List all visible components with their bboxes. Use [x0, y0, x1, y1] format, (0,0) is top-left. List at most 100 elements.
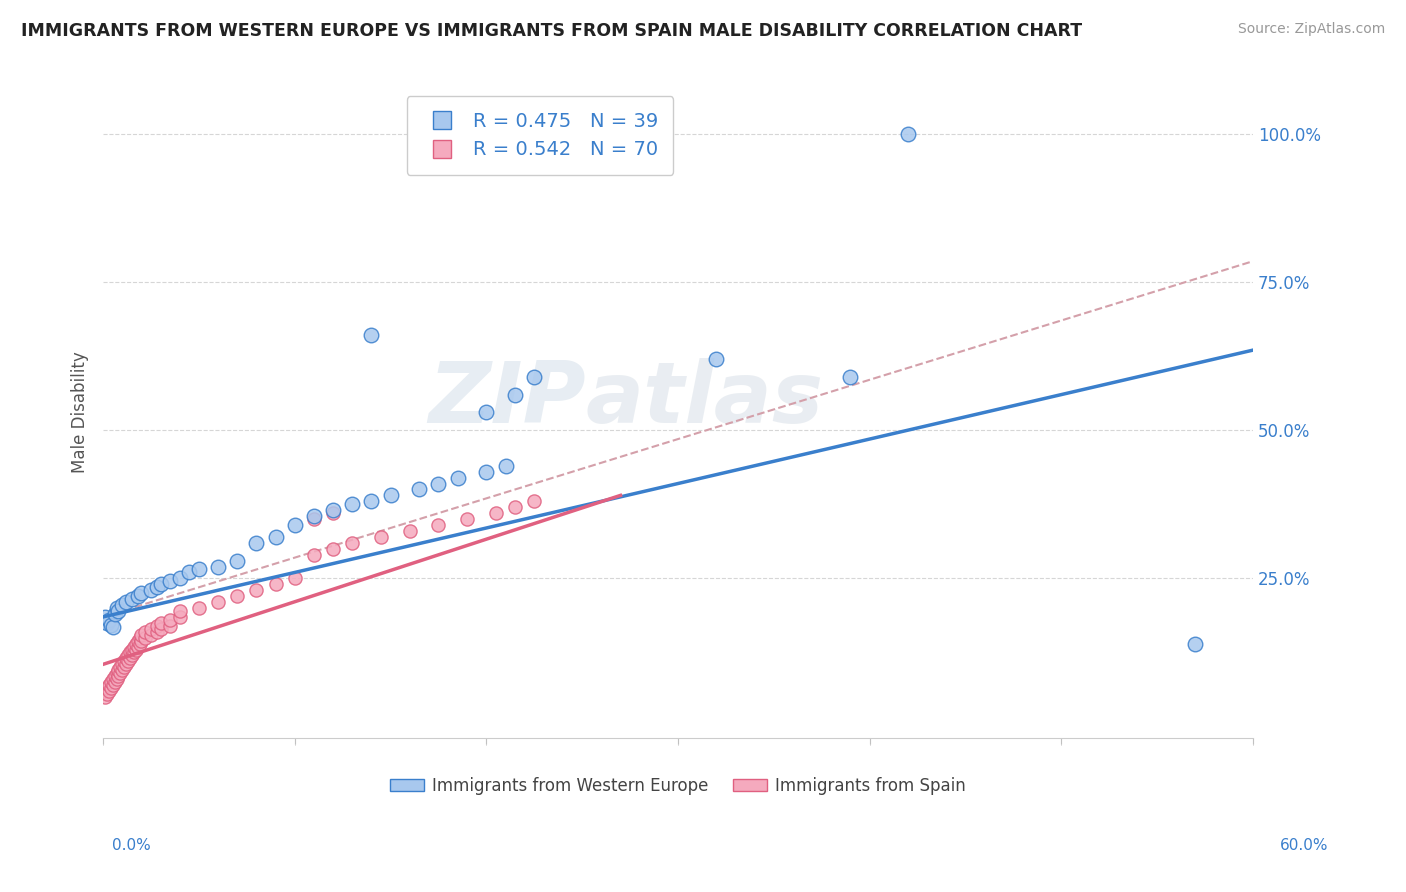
Text: atlas: atlas: [586, 358, 824, 441]
Point: [380, 488, 402, 502]
Point: [112, 660, 135, 674]
Point: [427, 518, 450, 533]
Point: [139, 628, 162, 642]
Point: [127, 633, 149, 648]
Point: [245, 536, 267, 550]
Point: [117, 648, 139, 663]
Point: [169, 610, 191, 624]
Point: [322, 541, 344, 556]
Point: [264, 577, 287, 591]
Point: [121, 648, 143, 663]
Point: [111, 598, 134, 612]
Point: [104, 669, 127, 683]
Point: [245, 583, 267, 598]
Point: [322, 506, 344, 520]
Point: [897, 127, 920, 141]
Point: [485, 506, 508, 520]
Point: [1184, 636, 1206, 650]
Point: [475, 405, 498, 419]
Point: [134, 631, 156, 645]
Point: [127, 589, 149, 603]
Point: [128, 636, 150, 650]
Point: [115, 657, 138, 672]
Point: [110, 666, 132, 681]
Point: [127, 640, 149, 654]
Point: [226, 589, 249, 603]
Point: [117, 654, 139, 668]
Point: [115, 595, 138, 609]
Point: [96, 615, 118, 630]
Point: [131, 633, 153, 648]
Point: [105, 672, 128, 686]
Point: [370, 530, 392, 544]
Point: [110, 660, 132, 674]
Point: [503, 387, 526, 401]
Point: [398, 524, 420, 538]
Point: [169, 571, 191, 585]
Point: [125, 642, 148, 657]
Point: [149, 615, 172, 630]
Point: [322, 503, 344, 517]
Legend: Immigrants from Western Europe, Immigrants from Spain: Immigrants from Western Europe, Immigran…: [384, 771, 973, 802]
Point: [226, 553, 249, 567]
Point: [446, 470, 468, 484]
Point: [456, 512, 478, 526]
Point: [839, 369, 862, 384]
Point: [704, 352, 727, 367]
Point: [101, 672, 124, 686]
Point: [97, 613, 120, 627]
Point: [302, 512, 325, 526]
Point: [159, 619, 181, 633]
Point: [104, 607, 127, 621]
Point: [107, 669, 129, 683]
Point: [284, 571, 307, 585]
Point: [118, 645, 141, 659]
Text: 0.0%: 0.0%: [112, 838, 152, 854]
Text: IMMIGRANTS FROM WESTERN EUROPE VS IMMIGRANTS FROM SPAIN MALE DISABILITY CORRELAT: IMMIGRANTS FROM WESTERN EUROPE VS IMMIGR…: [21, 22, 1083, 40]
Point: [134, 624, 156, 639]
Point: [128, 631, 150, 645]
Point: [104, 675, 127, 690]
Point: [475, 465, 498, 479]
Point: [112, 654, 135, 668]
Point: [408, 483, 430, 497]
Point: [139, 583, 162, 598]
Point: [523, 369, 546, 384]
Point: [187, 601, 209, 615]
Point: [131, 586, 153, 600]
Point: [125, 636, 148, 650]
Point: [107, 604, 129, 618]
Point: [146, 580, 169, 594]
Point: [121, 642, 143, 657]
Point: [94, 684, 117, 698]
Point: [207, 595, 229, 609]
Point: [97, 684, 120, 698]
Point: [146, 624, 169, 639]
Point: [111, 657, 134, 672]
Point: [179, 566, 201, 580]
Point: [149, 577, 172, 591]
Point: [118, 651, 141, 665]
Point: [302, 509, 325, 524]
Point: [101, 620, 124, 634]
Point: [100, 617, 122, 632]
Point: [139, 622, 162, 636]
Point: [94, 610, 117, 624]
Point: [169, 604, 191, 618]
Point: [101, 678, 124, 692]
Point: [284, 518, 307, 533]
Point: [360, 328, 382, 343]
Point: [427, 476, 450, 491]
Point: [97, 678, 120, 692]
Point: [149, 622, 172, 636]
Point: [187, 562, 209, 576]
Point: [523, 494, 546, 508]
Y-axis label: Male Disability: Male Disability: [72, 351, 89, 474]
Point: [131, 628, 153, 642]
Point: [111, 663, 134, 677]
Point: [100, 675, 122, 690]
Point: [107, 663, 129, 677]
Text: Source: ZipAtlas.com: Source: ZipAtlas.com: [1237, 22, 1385, 37]
Point: [342, 497, 364, 511]
Point: [207, 559, 229, 574]
